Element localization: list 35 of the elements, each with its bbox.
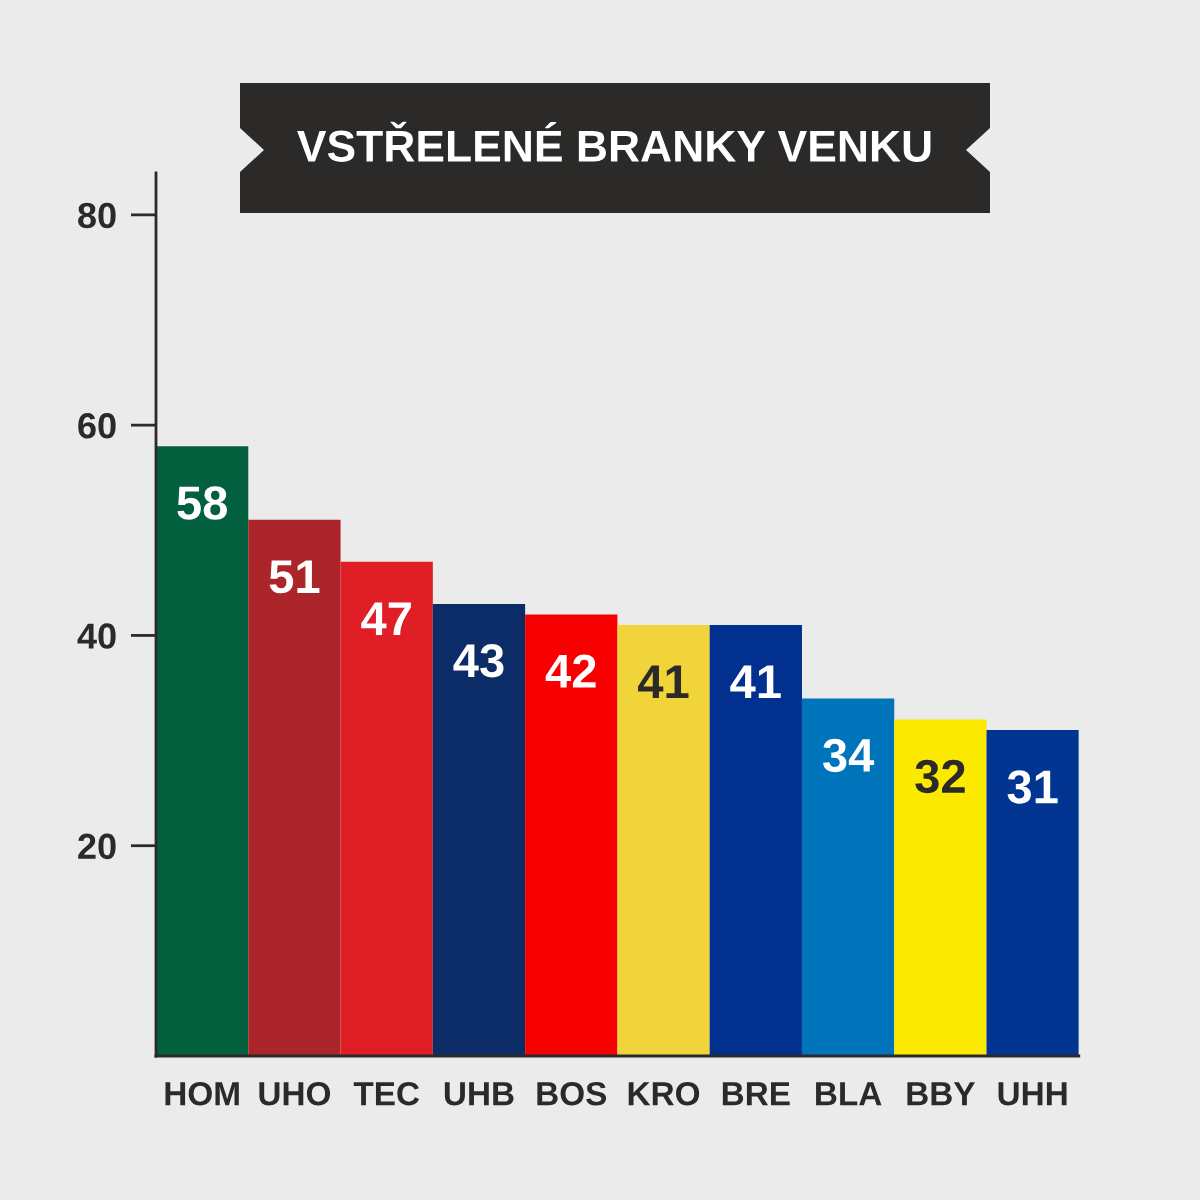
data-label: 47 xyxy=(361,602,411,635)
bar xyxy=(432,603,526,1056)
x-tick-label: KRO xyxy=(628,1081,700,1106)
y-tick-label: 60 xyxy=(78,413,116,439)
bar xyxy=(617,624,710,1056)
data-label: 41 xyxy=(730,665,781,699)
x-tick-label: TEC xyxy=(353,1081,420,1106)
x-tick-label: BBY xyxy=(907,1082,976,1106)
bar xyxy=(986,730,1079,1056)
data-label: 34 xyxy=(822,738,875,773)
x-tick-label: UHB xyxy=(444,1082,514,1106)
data-label: 51 xyxy=(269,560,320,594)
x-tick-label: BOS xyxy=(537,1081,607,1106)
x-tick-label: BRE xyxy=(722,1082,790,1106)
data-label: 58 xyxy=(177,486,227,520)
data-label: 43 xyxy=(453,644,504,678)
chart-title: VSTŘELENÉ BRANKY VENKU xyxy=(297,121,931,162)
bar xyxy=(156,446,249,1056)
x-tick-label: BLA xyxy=(816,1082,882,1106)
data-label: 41 xyxy=(638,665,689,699)
x-tick-label: UHO xyxy=(259,1081,331,1106)
bar xyxy=(248,519,341,1056)
bar xyxy=(894,719,987,1056)
y-tick-label: 40 xyxy=(77,623,116,649)
data-label: 42 xyxy=(545,654,596,688)
bar xyxy=(801,698,895,1056)
x-tick-label: HOM xyxy=(165,1081,239,1106)
y-tick-label: 20 xyxy=(78,833,116,860)
bar xyxy=(709,624,802,1056)
x-tick-label: UHH xyxy=(998,1082,1067,1106)
y-tick-label: 80 xyxy=(78,202,116,229)
data-label: 31 xyxy=(1007,770,1058,804)
bar xyxy=(525,614,618,1056)
data-label: 32 xyxy=(915,759,965,794)
bar xyxy=(340,561,433,1056)
